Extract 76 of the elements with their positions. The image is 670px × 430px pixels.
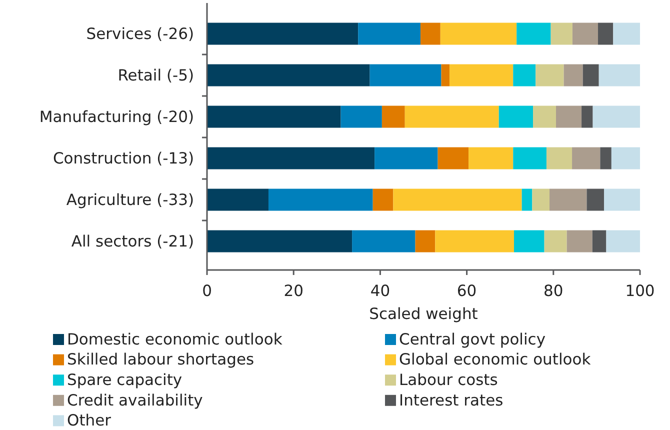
bar <box>513 147 546 170</box>
bar <box>592 106 640 128</box>
bar <box>564 64 583 86</box>
bar <box>382 106 405 128</box>
bar <box>207 230 352 252</box>
bar <box>550 188 587 211</box>
bar <box>393 188 522 211</box>
legend-label: Labour costs <box>399 371 498 390</box>
bar <box>572 22 598 45</box>
bar <box>582 106 593 128</box>
bar <box>544 230 567 252</box>
bar <box>566 230 592 252</box>
bar <box>582 64 599 86</box>
bar <box>440 22 517 45</box>
legend-label: Credit availability <box>67 391 203 410</box>
x-tick-label: 100 <box>625 282 655 300</box>
bar <box>340 106 382 128</box>
bar <box>556 106 582 128</box>
bar <box>536 64 564 86</box>
bar <box>438 147 469 170</box>
bar <box>606 230 640 252</box>
bar <box>516 22 551 45</box>
bar <box>449 64 514 86</box>
bar <box>604 188 640 211</box>
bar <box>268 188 373 211</box>
bar <box>550 22 572 45</box>
legend-label: Domestic economic outlook <box>67 330 282 348</box>
bar <box>598 22 614 45</box>
bar <box>613 22 640 45</box>
bar <box>600 147 612 170</box>
legend-label: Global economic outlook <box>399 350 591 369</box>
bar <box>415 230 436 252</box>
x-tick-label: 20 <box>284 282 304 300</box>
bar <box>598 64 640 86</box>
x-tick-label: 40 <box>370 282 390 300</box>
bar <box>374 147 438 170</box>
bar <box>207 106 341 128</box>
bar <box>513 64 536 86</box>
bar <box>372 188 394 211</box>
legend-label: Central govt policy <box>399 330 546 348</box>
bar <box>522 188 532 211</box>
bar <box>498 106 534 128</box>
x-tick-label: 0 <box>202 282 212 300</box>
legend-label: Skilled labour shortages <box>67 350 254 369</box>
bar <box>358 22 420 45</box>
x-tick-label: 80 <box>544 282 564 300</box>
legend-label: Spare capacity <box>67 371 182 390</box>
bar <box>441 64 450 86</box>
legend-label: Other <box>67 412 112 430</box>
y-tick-label: All sectors (-21) <box>71 232 194 251</box>
bar <box>404 106 499 128</box>
bar <box>586 188 604 211</box>
y-tick-label: Agriculture (-33) <box>66 191 194 210</box>
bar <box>207 147 375 170</box>
y-tick-label: Services (-26) <box>86 25 194 44</box>
bar <box>207 22 358 45</box>
bar <box>207 64 370 86</box>
y-tick-label: Manufacturing (-20) <box>39 108 194 126</box>
bar <box>611 147 640 170</box>
bar <box>207 188 268 211</box>
y-tick-label: Retail (-5) <box>118 66 194 85</box>
bar <box>435 230 514 252</box>
bar <box>533 106 556 128</box>
x-axis-title: Scaled weight <box>369 305 478 323</box>
bar <box>532 188 550 211</box>
bar <box>572 147 600 170</box>
legend-label: Interest rates <box>399 391 504 410</box>
bar <box>420 22 440 45</box>
bar <box>514 230 544 252</box>
bar <box>592 230 606 252</box>
bar <box>468 147 514 170</box>
bar <box>546 147 572 170</box>
x-tick-label: 60 <box>456 282 477 300</box>
y-tick-label: Construction (-13) <box>52 150 194 168</box>
bar <box>370 64 442 86</box>
bar <box>352 230 416 252</box>
